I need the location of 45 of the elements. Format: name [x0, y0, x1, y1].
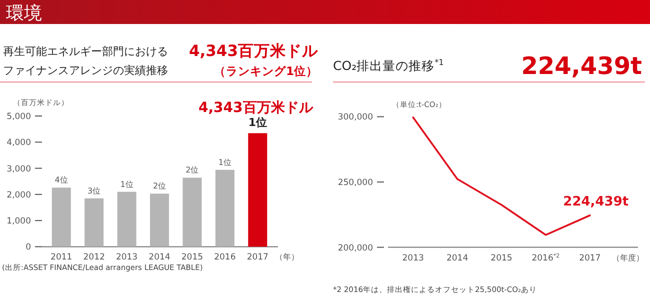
y-tick-label: 3,000	[6, 164, 31, 174]
chart-subtitle: 4,343百万米ドル	[188, 42, 319, 60]
y-tick-label: 250,000	[338, 178, 373, 188]
y-tick-label: 0	[26, 242, 31, 253]
annotation: 3位	[88, 186, 101, 196]
annotation: 224,439t	[563, 194, 629, 210]
y-tick-label: 5,000	[6, 112, 31, 122]
x-axis-title: （年度）	[612, 253, 644, 262]
text: （ランキング1位）	[214, 64, 318, 78]
x-tick-label: 2012	[83, 252, 105, 263]
x-tick-label: 2017	[246, 252, 268, 263]
annotation: 1位	[248, 116, 267, 130]
chart-subtitle: 224,439t	[521, 52, 642, 80]
chart-title: 再生可能エネルギー部門におけるファイナンスアレンジの実績推移	[3, 45, 168, 77]
x-axis-title: （年）	[275, 252, 299, 262]
annotation: 2位	[186, 166, 199, 175]
bar	[117, 192, 136, 247]
x-tick-label: 2017	[579, 253, 601, 264]
chart-title: CO₂排出量の推移$^{*1}$	[333, 57, 444, 73]
x-tick-label: 2016	[214, 252, 236, 263]
x-tick-label: 2014	[148, 252, 170, 263]
annotation: 4位	[54, 176, 68, 185]
annotation: 4,343百万米ドル	[198, 100, 314, 116]
annotation: 1位	[218, 158, 232, 167]
y-tick-label: 2,000	[6, 190, 31, 200]
bar	[84, 198, 104, 247]
y-tick-label: 4,000	[6, 138, 31, 148]
bar	[150, 194, 169, 247]
y-tick-label: 200,000	[338, 243, 373, 254]
bar	[182, 178, 202, 247]
y-tick-label: 300,000	[338, 112, 373, 123]
x-tick-label: 2011	[50, 252, 72, 263]
text: 環境	[6, 3, 42, 24]
x-tick-label: 2014	[446, 253, 468, 264]
bar	[52, 188, 71, 247]
x-tick-label: 2015	[181, 252, 204, 263]
bar	[215, 170, 234, 247]
x-tick-label: 2016$^{*2}$	[532, 252, 560, 264]
annotation: 2位	[152, 182, 166, 191]
y-tick-label: 1,000	[6, 216, 31, 227]
x-tick-label: 2015	[490, 253, 512, 264]
annotation: 1位	[120, 180, 134, 189]
x-tick-label: 2013	[402, 253, 424, 264]
x-tick-label: 2013	[116, 252, 138, 263]
bar	[248, 133, 268, 247]
